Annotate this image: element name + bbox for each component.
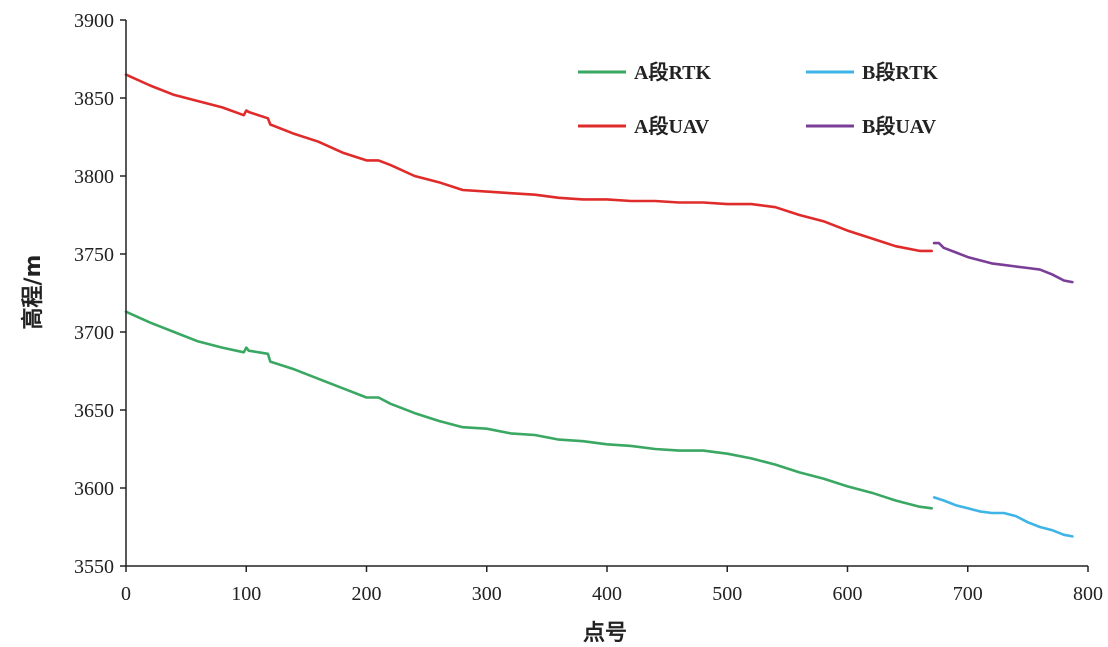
x-axis-title: 点号 <box>583 620 627 646</box>
series-layer <box>124 73 1074 538</box>
axes-layer <box>125 20 1088 567</box>
y-tick-label: 3700 <box>74 322 114 344</box>
y-axis-title: 高程/m <box>20 255 46 330</box>
y-tick-label: 3750 <box>74 244 114 266</box>
y-tick-label: 3600 <box>74 478 114 500</box>
x-tick-label: 300 <box>472 583 502 605</box>
legend-label: A段RTK <box>634 60 712 84</box>
series-line-3 <box>932 496 1074 538</box>
ticks-layer: 3550 3600 3650 3700 3750 3800 3850 3900 0 100 200 3… <box>74 10 1103 605</box>
x-tick-label: 500 <box>712 583 742 605</box>
legend-label: A段UAV <box>634 114 710 138</box>
x-tick-label: 100 <box>231 583 261 605</box>
y-tick-label: 3850 <box>74 88 114 110</box>
x-tick-label: 400 <box>592 583 622 605</box>
x-tick-label: 200 <box>352 583 382 605</box>
x-tick-label: 800 <box>1073 583 1103 605</box>
legend-label: B段UAV <box>862 114 937 138</box>
x-tick-label: 600 <box>833 583 863 605</box>
legend-label: B段RTK <box>862 60 938 84</box>
y-tick-label: 3800 <box>74 166 114 188</box>
y-tick-label: 3650 <box>74 400 114 422</box>
x-tick-label: 700 <box>953 583 983 605</box>
y-tick-label: 3900 <box>74 10 114 32</box>
y-tick-label: 3550 <box>74 556 114 578</box>
x-tick-label: 0 <box>121 583 131 605</box>
series-line-2 <box>124 73 934 253</box>
series-line-4 <box>932 241 1074 284</box>
legend: A段RTK B段RTK A段UAV B段UAV <box>578 60 938 138</box>
series-line-1 <box>124 310 934 510</box>
